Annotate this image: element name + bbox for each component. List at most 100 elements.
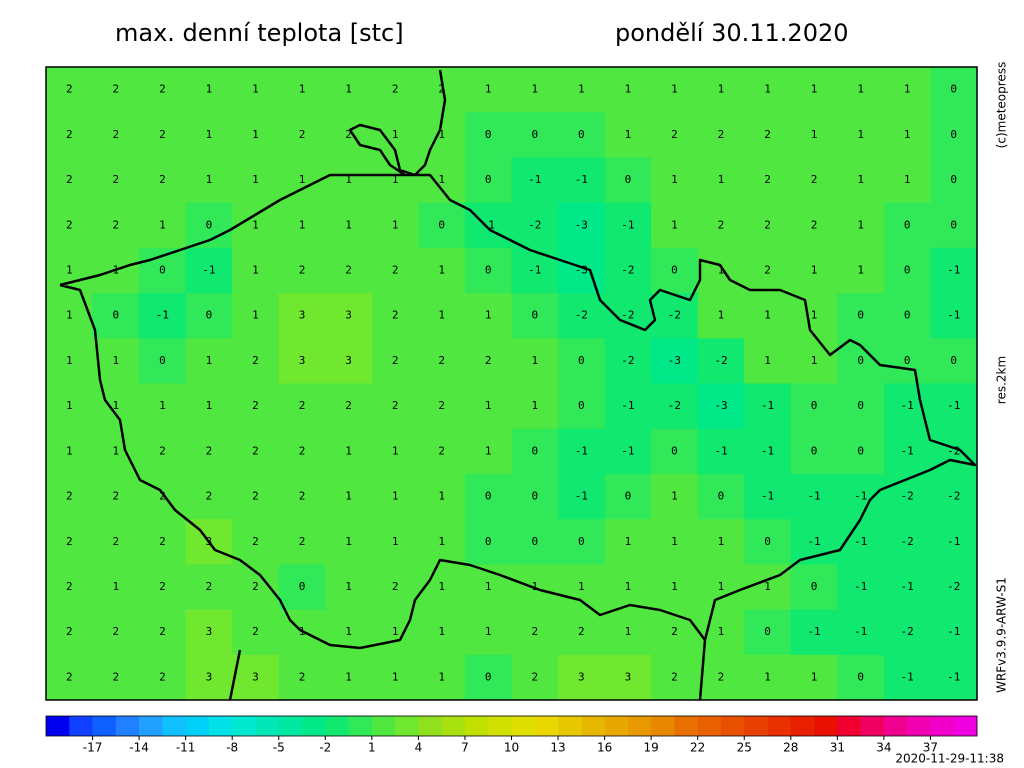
grid-value: 2 <box>392 83 399 96</box>
grid-value: 1 <box>718 263 725 276</box>
grid-cell <box>558 519 606 565</box>
grid-cell <box>278 473 326 520</box>
grid-value: 2 <box>438 444 445 457</box>
grid-value: 2 <box>252 625 259 638</box>
grid-cell <box>511 654 559 701</box>
grid-cell <box>837 609 885 656</box>
grid-cell <box>558 473 606 520</box>
grid-value: 2 <box>578 625 585 638</box>
grid-cell <box>232 428 280 475</box>
grid-value: -1 <box>202 263 215 276</box>
colorbar-tick-label: 16 <box>597 741 612 755</box>
grid-value: -2 <box>901 490 914 503</box>
grid-value: 2 <box>392 580 399 593</box>
grid-value: 1 <box>438 309 445 322</box>
colorbar-segment <box>651 716 675 736</box>
grid-cell <box>46 67 94 113</box>
colorbar-tick-label: 10 <box>504 741 519 755</box>
grid-cell <box>46 519 94 565</box>
grid-value: -1 <box>807 490 820 503</box>
colorbar-tick-label: -14 <box>129 741 149 755</box>
grid-value: 1 <box>718 535 725 548</box>
grid-cell <box>46 338 94 384</box>
grid-cell <box>604 338 652 384</box>
grid-value: -1 <box>854 490 867 503</box>
grid-cell <box>558 654 606 701</box>
colorbar-segment <box>558 716 582 736</box>
grid-value: -1 <box>854 580 867 593</box>
grid-cell <box>464 67 512 113</box>
grid-value: 2 <box>66 218 73 231</box>
grid-cell <box>837 564 885 611</box>
grid-cell <box>325 112 373 158</box>
grid-value: 1 <box>438 670 445 683</box>
grid-value: 2 <box>671 625 678 638</box>
grid-value: 0 <box>811 399 818 412</box>
grid-value: -1 <box>947 535 960 548</box>
grid-cell <box>418 564 466 611</box>
grid-cell <box>464 202 512 249</box>
grid-cell <box>325 338 373 384</box>
colorbar-tick-label: 19 <box>644 741 659 755</box>
grid-value: 1 <box>578 580 585 593</box>
grid-value: 3 <box>299 354 306 367</box>
colorbar-segment <box>767 716 792 736</box>
grid-cell <box>883 157 931 204</box>
grid-value: 3 <box>578 670 585 683</box>
colorbar-tick-label: 22 <box>690 741 705 755</box>
grid-value: 3 <box>299 309 306 322</box>
grid-cell <box>883 654 931 701</box>
grid-cell <box>278 112 326 158</box>
grid-cell <box>744 654 792 701</box>
grid-cell <box>464 473 512 520</box>
grid-cell <box>511 202 559 249</box>
grid-value: 0 <box>485 263 492 276</box>
grid-value: 3 <box>625 670 632 683</box>
grid-cell <box>930 383 978 430</box>
colorbar-segment <box>744 716 768 736</box>
grid-cell <box>837 202 885 249</box>
grid-cell <box>92 383 140 430</box>
grid-cell <box>790 654 838 701</box>
grid-value: 2 <box>718 670 725 683</box>
grid-value: 1 <box>764 354 771 367</box>
grid-value: 1 <box>438 580 445 593</box>
grid: 2 2 2 1 1 1 1 2 2 1 1 1 1 1 1 1 1 1 1 0 2 2 2 1 1 2 2 1 1 0 0 0 1 2 2 2 1 1 1 0… <box>46 67 978 701</box>
grid-value: 2 <box>345 263 352 276</box>
grid-cell <box>371 564 419 611</box>
grid-cell <box>604 112 652 158</box>
grid-value: 1 <box>811 83 818 96</box>
grid-cell <box>930 609 978 656</box>
grid-value: 2 <box>299 128 306 141</box>
grid-cell <box>325 383 373 430</box>
grid-value: 1 <box>66 444 73 457</box>
grid-cell <box>139 564 187 611</box>
grid-value: 2 <box>113 173 120 186</box>
grid-cell <box>185 473 233 520</box>
grid-value: 1 <box>206 354 213 367</box>
grid-value: -1 <box>901 580 914 593</box>
grid-value: -1 <box>156 309 169 322</box>
grid-cell <box>930 293 978 339</box>
grid-value: 1 <box>252 83 259 96</box>
grid-cell <box>837 654 885 701</box>
grid-value: 2 <box>299 490 306 503</box>
grid-value: 0 <box>950 83 957 96</box>
grid-value: 1 <box>485 580 492 593</box>
grid-cell <box>464 609 512 656</box>
grid-value: 0 <box>438 218 445 231</box>
grid-cell <box>651 564 699 611</box>
grid-cell <box>837 247 885 294</box>
grid-cell <box>325 519 373 565</box>
colorbar-segment <box>139 716 163 736</box>
grid-value: 0 <box>578 399 585 412</box>
grid-value: 0 <box>485 490 492 503</box>
grid-value: 1 <box>345 444 352 457</box>
grid-value: 1 <box>345 535 352 548</box>
grid-cell <box>558 247 606 294</box>
grid-value: 1 <box>811 354 818 367</box>
colorbar-segment <box>814 716 838 736</box>
grid-value: 2 <box>252 399 259 412</box>
grid-value: 1 <box>671 535 678 548</box>
grid-cell <box>232 112 280 158</box>
